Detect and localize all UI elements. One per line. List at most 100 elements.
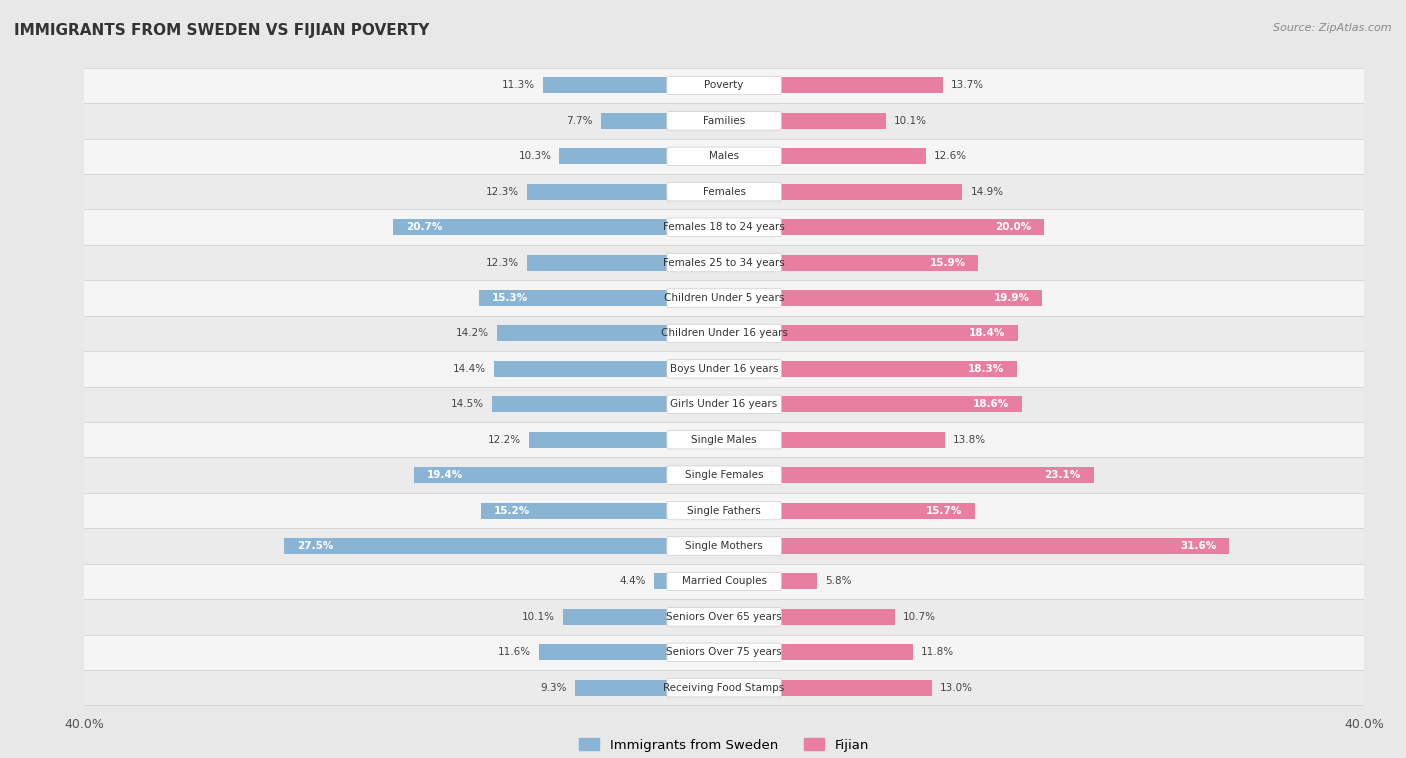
Text: 14.9%: 14.9% <box>970 186 1004 197</box>
Text: Seniors Over 75 years: Seniors Over 75 years <box>666 647 782 657</box>
FancyBboxPatch shape <box>666 678 782 697</box>
FancyBboxPatch shape <box>666 466 782 484</box>
Bar <box>84 103 1364 139</box>
Bar <box>84 599 1364 634</box>
Bar <box>394 219 724 235</box>
Text: Children Under 5 years: Children Under 5 years <box>664 293 785 303</box>
Text: 31.6%: 31.6% <box>1181 541 1216 551</box>
Bar <box>654 574 724 590</box>
Bar <box>527 183 724 199</box>
Bar <box>724 680 932 696</box>
Text: 10.3%: 10.3% <box>519 152 551 161</box>
Text: 13.0%: 13.0% <box>941 683 973 693</box>
Bar <box>494 361 724 377</box>
Bar <box>529 432 724 448</box>
Text: Poverty: Poverty <box>704 80 744 90</box>
FancyBboxPatch shape <box>666 537 782 555</box>
Bar <box>724 538 1229 554</box>
Text: Females 25 to 34 years: Females 25 to 34 years <box>664 258 785 268</box>
FancyBboxPatch shape <box>666 77 782 95</box>
Text: 14.4%: 14.4% <box>453 364 486 374</box>
Text: Children Under 16 years: Children Under 16 years <box>661 328 787 338</box>
Bar <box>724 361 1017 377</box>
Bar <box>492 396 724 412</box>
Bar <box>84 316 1364 351</box>
Text: 19.4%: 19.4% <box>426 470 463 480</box>
Text: 12.2%: 12.2% <box>488 435 522 445</box>
Bar <box>84 457 1364 493</box>
FancyBboxPatch shape <box>666 183 782 201</box>
Bar <box>84 634 1364 670</box>
Bar <box>724 149 925 164</box>
Bar <box>575 680 724 696</box>
Bar <box>724 609 896 625</box>
Text: 15.3%: 15.3% <box>492 293 529 303</box>
Text: 11.3%: 11.3% <box>502 80 536 90</box>
FancyBboxPatch shape <box>666 431 782 449</box>
Bar <box>724 183 962 199</box>
Bar <box>84 67 1364 103</box>
Text: 18.4%: 18.4% <box>969 328 1005 338</box>
Bar <box>724 503 976 518</box>
Text: Receiving Food Stamps: Receiving Food Stamps <box>664 683 785 693</box>
Text: 11.6%: 11.6% <box>498 647 530 657</box>
FancyBboxPatch shape <box>666 111 782 130</box>
Bar <box>724 644 912 660</box>
Bar <box>84 245 1364 280</box>
Bar <box>84 139 1364 174</box>
Bar <box>413 467 724 483</box>
Legend: Immigrants from Sweden, Fijian: Immigrants from Sweden, Fijian <box>579 738 869 751</box>
Text: 11.8%: 11.8% <box>921 647 953 657</box>
Text: 7.7%: 7.7% <box>567 116 593 126</box>
Bar <box>724 467 1094 483</box>
Text: 20.0%: 20.0% <box>995 222 1031 232</box>
Bar <box>84 209 1364 245</box>
Text: 12.6%: 12.6% <box>934 152 967 161</box>
Bar <box>560 149 724 164</box>
Text: 13.7%: 13.7% <box>952 80 984 90</box>
Bar <box>84 493 1364 528</box>
Text: 15.2%: 15.2% <box>494 506 530 515</box>
Text: 10.1%: 10.1% <box>894 116 927 126</box>
Bar <box>84 174 1364 209</box>
Text: 19.9%: 19.9% <box>994 293 1029 303</box>
Text: 27.5%: 27.5% <box>297 541 333 551</box>
Bar <box>600 113 724 129</box>
Bar <box>724 574 817 590</box>
Text: 18.3%: 18.3% <box>967 364 1004 374</box>
FancyBboxPatch shape <box>666 359 782 378</box>
Text: 14.2%: 14.2% <box>456 328 489 338</box>
Bar <box>724 325 1018 341</box>
FancyBboxPatch shape <box>666 218 782 236</box>
Bar <box>496 325 724 341</box>
Text: 15.9%: 15.9% <box>929 258 966 268</box>
FancyBboxPatch shape <box>666 643 782 662</box>
Bar <box>724 113 886 129</box>
Bar <box>479 290 724 306</box>
Text: Girls Under 16 years: Girls Under 16 years <box>671 399 778 409</box>
Bar <box>543 77 724 93</box>
Text: 23.1%: 23.1% <box>1045 470 1081 480</box>
Text: Boys Under 16 years: Boys Under 16 years <box>669 364 779 374</box>
Bar <box>724 290 1042 306</box>
Text: Single Fathers: Single Fathers <box>688 506 761 515</box>
Text: Seniors Over 65 years: Seniors Over 65 years <box>666 612 782 622</box>
Text: 9.3%: 9.3% <box>541 683 568 693</box>
Text: 13.8%: 13.8% <box>953 435 986 445</box>
Text: 4.4%: 4.4% <box>619 576 645 587</box>
FancyBboxPatch shape <box>666 501 782 520</box>
Bar <box>724 77 943 93</box>
FancyBboxPatch shape <box>666 395 782 414</box>
Text: Females 18 to 24 years: Females 18 to 24 years <box>664 222 785 232</box>
Bar <box>481 503 724 518</box>
Bar <box>724 255 979 271</box>
Text: 14.5%: 14.5% <box>451 399 484 409</box>
Text: 18.6%: 18.6% <box>973 399 1008 409</box>
Bar <box>84 528 1364 564</box>
Text: 5.8%: 5.8% <box>825 576 852 587</box>
Bar <box>724 396 1022 412</box>
Bar <box>724 432 945 448</box>
Text: IMMIGRANTS FROM SWEDEN VS FIJIAN POVERTY: IMMIGRANTS FROM SWEDEN VS FIJIAN POVERTY <box>14 23 429 38</box>
Text: 10.1%: 10.1% <box>522 612 554 622</box>
Text: Married Couples: Married Couples <box>682 576 766 587</box>
